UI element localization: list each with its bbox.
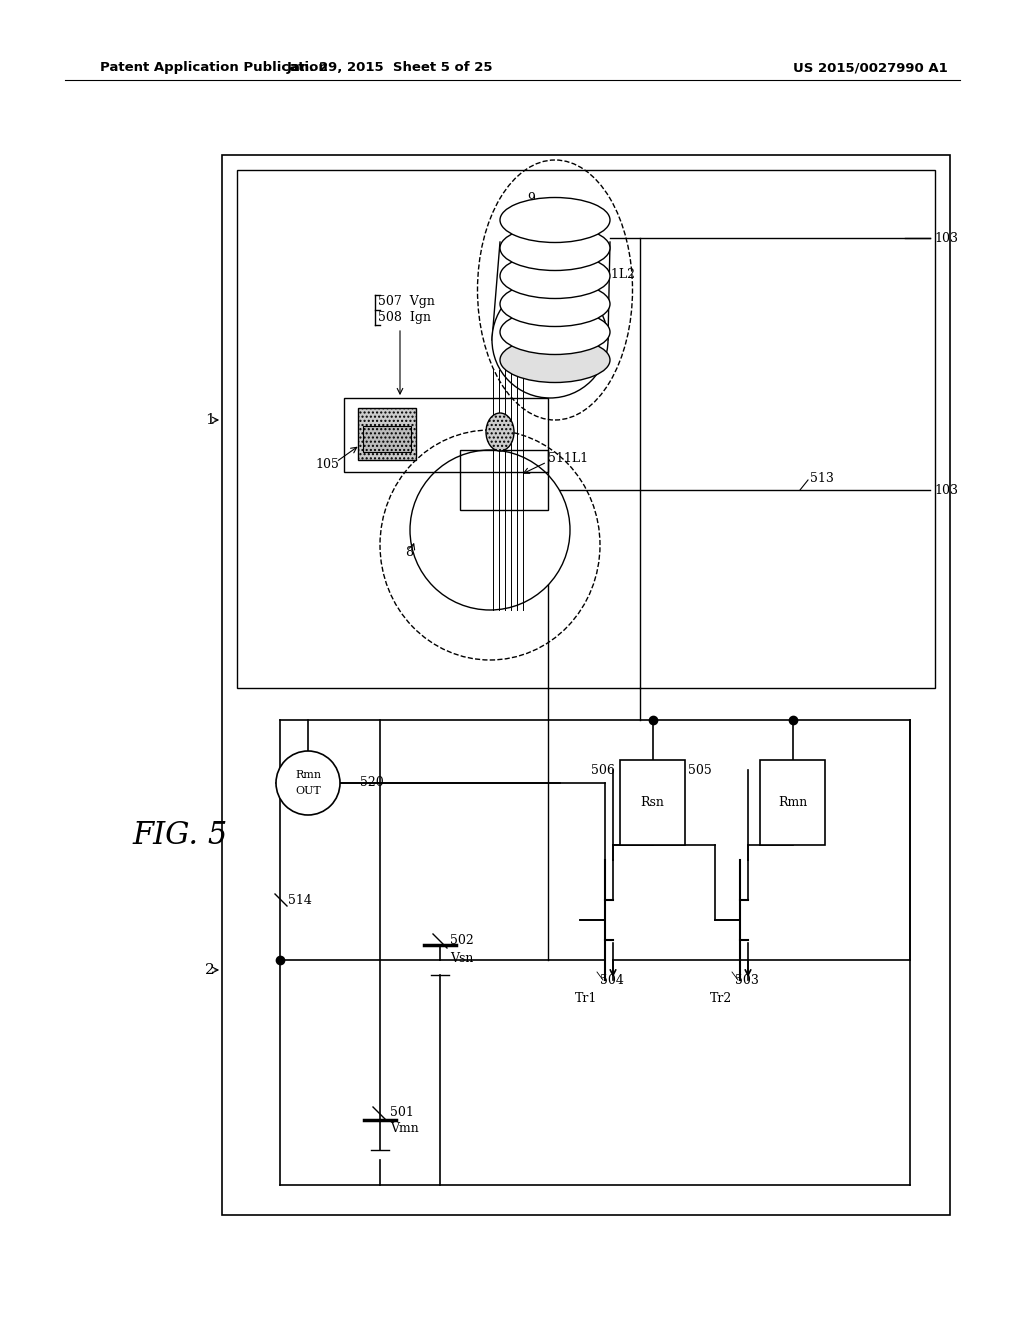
Text: Rsn: Rsn — [641, 796, 665, 809]
Text: 504: 504 — [600, 974, 624, 986]
Ellipse shape — [500, 309, 610, 355]
Bar — [358, 408, 416, 459]
Ellipse shape — [500, 281, 610, 326]
Bar — [344, 399, 548, 473]
Bar — [237, 170, 935, 688]
Text: 511L2: 511L2 — [595, 268, 635, 281]
Text: 507  Vgn: 507 Vgn — [378, 296, 435, 309]
Text: 103: 103 — [934, 483, 958, 496]
Text: 503: 503 — [735, 974, 759, 986]
Ellipse shape — [486, 413, 514, 451]
Circle shape — [276, 751, 340, 814]
Text: 502: 502 — [450, 933, 474, 946]
Text: 103: 103 — [934, 231, 958, 244]
Text: Rmn: Rmn — [295, 770, 322, 780]
Text: Tr1: Tr1 — [574, 991, 597, 1005]
Text: 514: 514 — [288, 894, 312, 907]
Text: 2: 2 — [205, 964, 215, 977]
Ellipse shape — [492, 282, 608, 399]
Bar — [760, 760, 825, 845]
Bar — [222, 154, 950, 1214]
Text: 105: 105 — [315, 458, 339, 471]
Ellipse shape — [410, 450, 570, 610]
Bar — [460, 450, 548, 510]
Ellipse shape — [500, 226, 610, 271]
Text: Patent Application Publication: Patent Application Publication — [100, 62, 328, 74]
Text: OUT: OUT — [295, 785, 321, 796]
Text: FIG. 5: FIG. 5 — [132, 820, 227, 850]
Text: Vmn: Vmn — [390, 1122, 419, 1134]
Ellipse shape — [500, 198, 610, 243]
Text: 9: 9 — [527, 191, 535, 205]
Text: 511L1: 511L1 — [548, 451, 588, 465]
Ellipse shape — [500, 338, 610, 383]
Bar — [362, 426, 411, 451]
Text: 505: 505 — [688, 763, 712, 776]
Text: US 2015/0027990 A1: US 2015/0027990 A1 — [793, 62, 947, 74]
Bar — [620, 760, 685, 845]
Text: 501: 501 — [390, 1106, 414, 1118]
Text: 506: 506 — [591, 763, 615, 776]
Text: Vsn: Vsn — [450, 952, 473, 965]
Text: Jan. 29, 2015  Sheet 5 of 25: Jan. 29, 2015 Sheet 5 of 25 — [287, 62, 494, 74]
Text: 508  Ign: 508 Ign — [378, 312, 431, 325]
Text: 8: 8 — [406, 545, 413, 558]
Text: 513: 513 — [810, 471, 834, 484]
Ellipse shape — [500, 253, 610, 298]
Text: 520: 520 — [360, 776, 384, 789]
Text: 104: 104 — [545, 348, 569, 362]
Text: Tr2: Tr2 — [710, 991, 732, 1005]
Text: 1: 1 — [205, 413, 215, 426]
Text: Rmn: Rmn — [778, 796, 807, 809]
